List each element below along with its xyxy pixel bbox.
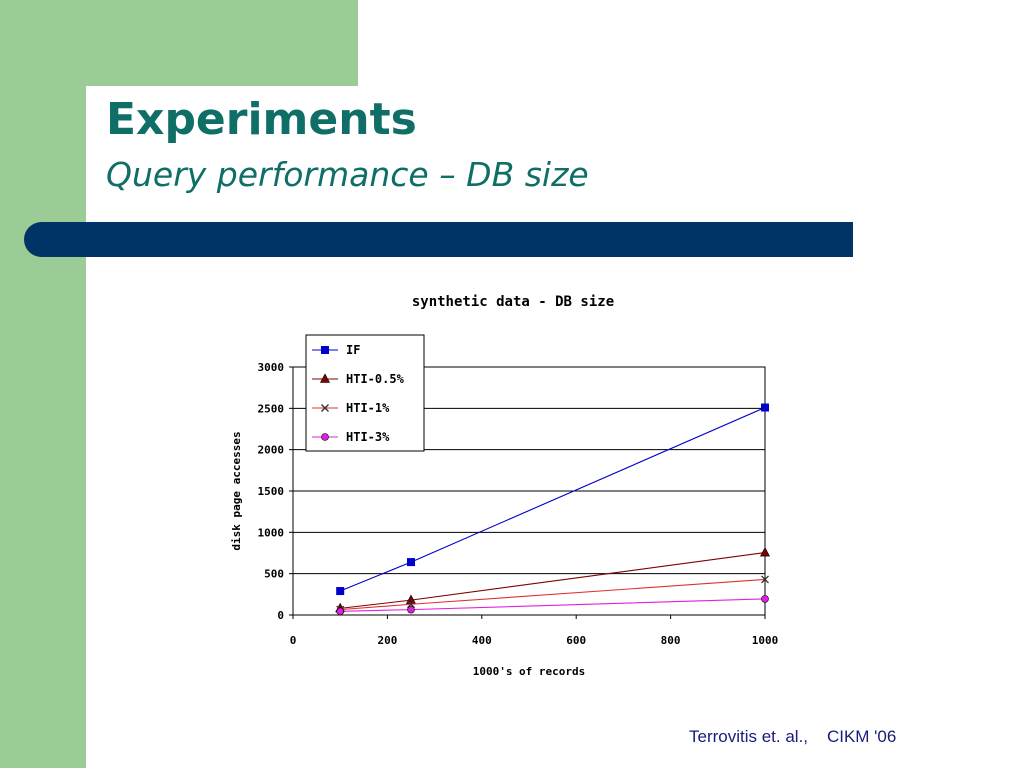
x-tick-label-2: 400: [472, 634, 492, 647]
data-point-0-1: [407, 558, 415, 567]
legend-box: [305, 334, 425, 452]
x-tick-label-4: 800: [661, 634, 681, 647]
legend-item-2: HTI-1%: [312, 401, 390, 415]
x-tick-label-1: 200: [377, 634, 397, 647]
y-tick-label-5: 2500: [258, 402, 285, 415]
legend-marker-3: [321, 433, 329, 441]
slide-title: Experiments: [106, 94, 417, 145]
legend-label-2: HTI-1%: [346, 401, 390, 415]
series-1: [335, 546, 770, 613]
x-tick-label-0: 0: [290, 634, 297, 647]
data-point-3-1: [407, 605, 415, 614]
legend-marker-2: [321, 404, 329, 412]
x-tick-label-5: 1000: [752, 634, 779, 647]
y-tick-label-1: 500: [264, 568, 284, 581]
legend-label-3: HTI-3%: [346, 430, 390, 444]
series-layer: [335, 403, 770, 616]
slide-subtitle: Query performance – DB size: [106, 155, 589, 194]
series-line-1: [340, 552, 766, 609]
top-decoration-band: [86, 0, 358, 86]
data-point-2-2: [761, 575, 769, 584]
legend-label-1: HTI-0.5%: [346, 372, 405, 386]
y-tick-label-4: 2000: [258, 444, 285, 457]
left-decoration-band: [0, 0, 86, 768]
y-tick-label-2: 1000: [258, 526, 285, 539]
footer-authors: Terrovitis et. al.,: [689, 727, 809, 746]
data-point-0-0: [336, 587, 345, 596]
data-point-3-0: [336, 607, 345, 616]
legend-label-0: IF: [346, 343, 360, 357]
x-tick-label-3: 600: [566, 634, 586, 647]
data-point-3-2: [761, 595, 769, 603]
series-0: [336, 403, 769, 596]
legend-marker-0: [321, 346, 329, 354]
chart-title: synthetic data - DB size: [412, 294, 614, 310]
data-point-2-1: [407, 600, 415, 609]
footer-citation: Terrovitis et. al., CIKM '06: [689, 727, 896, 747]
legend: IF HTI-0.5% HTI-1% HTI-3%: [305, 334, 425, 452]
footer-venue: CIKM '06: [826, 727, 897, 746]
x-axis-label: 1000's of records: [473, 665, 586, 678]
axes: 0 500 1000 1500 2000 2500 3000 0 200 400 600 800 100…: [258, 361, 779, 647]
header-divider-bar: [24, 222, 853, 257]
legend-item-3: HTI-3%: [312, 430, 390, 444]
legend-item-1: HTI-0.5%: [312, 372, 405, 386]
y-tick-label-6: 3000: [258, 361, 285, 374]
data-point-1-2: [760, 546, 770, 557]
series-3: [336, 595, 769, 616]
y-axis-label: disk page accesses: [230, 431, 243, 550]
legend-marker-1: [320, 373, 330, 383]
legend-item-0: IF: [312, 343, 360, 357]
y-tick-label-0: 0: [277, 609, 284, 622]
y-tick-label-3: 1500: [258, 485, 285, 498]
data-point-0-2: [761, 403, 769, 412]
